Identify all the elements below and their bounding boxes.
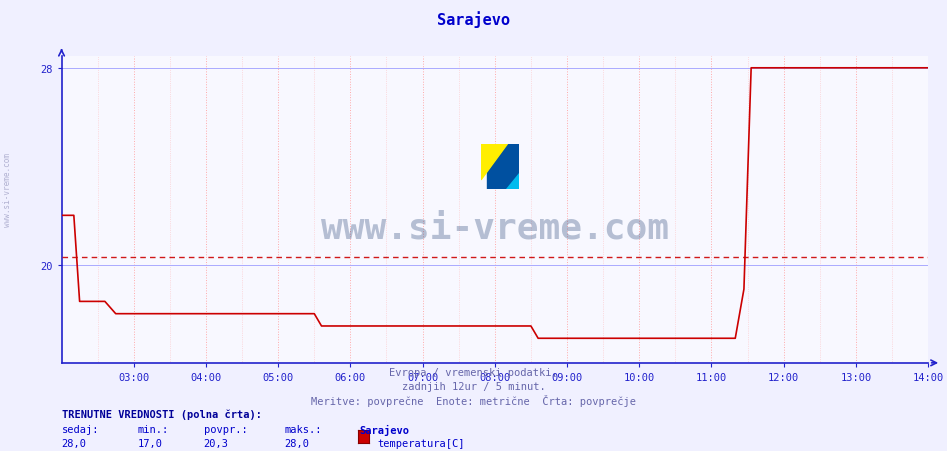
Text: temperatura[C]: temperatura[C] bbox=[377, 438, 464, 448]
Text: Sarajevo: Sarajevo bbox=[437, 11, 510, 28]
Polygon shape bbox=[506, 174, 519, 189]
Polygon shape bbox=[481, 144, 508, 180]
Text: 28,0: 28,0 bbox=[62, 438, 86, 448]
Text: sedaj:: sedaj: bbox=[62, 424, 99, 434]
Text: Evropa / vremenski podatki,: Evropa / vremenski podatki, bbox=[389, 368, 558, 377]
Text: 28,0: 28,0 bbox=[284, 438, 309, 448]
Text: zadnjih 12ur / 5 minut.: zadnjih 12ur / 5 minut. bbox=[402, 381, 545, 391]
Text: Sarajevo: Sarajevo bbox=[360, 424, 410, 435]
Text: maks.:: maks.: bbox=[284, 424, 322, 434]
Text: povpr.:: povpr.: bbox=[204, 424, 247, 434]
Text: Meritve: povprečne  Enote: metrične  Črta: povprečje: Meritve: povprečne Enote: metrične Črta:… bbox=[311, 395, 636, 407]
Text: TRENUTNE VREDNOSTI (polna črta):: TRENUTNE VREDNOSTI (polna črta): bbox=[62, 409, 261, 419]
Polygon shape bbox=[487, 144, 519, 189]
Text: www.si-vreme.com: www.si-vreme.com bbox=[321, 211, 669, 245]
Text: 20,3: 20,3 bbox=[204, 438, 228, 448]
Text: www.si-vreme.com: www.si-vreme.com bbox=[3, 152, 12, 226]
Text: min.:: min.: bbox=[137, 424, 169, 434]
Text: 17,0: 17,0 bbox=[137, 438, 162, 448]
